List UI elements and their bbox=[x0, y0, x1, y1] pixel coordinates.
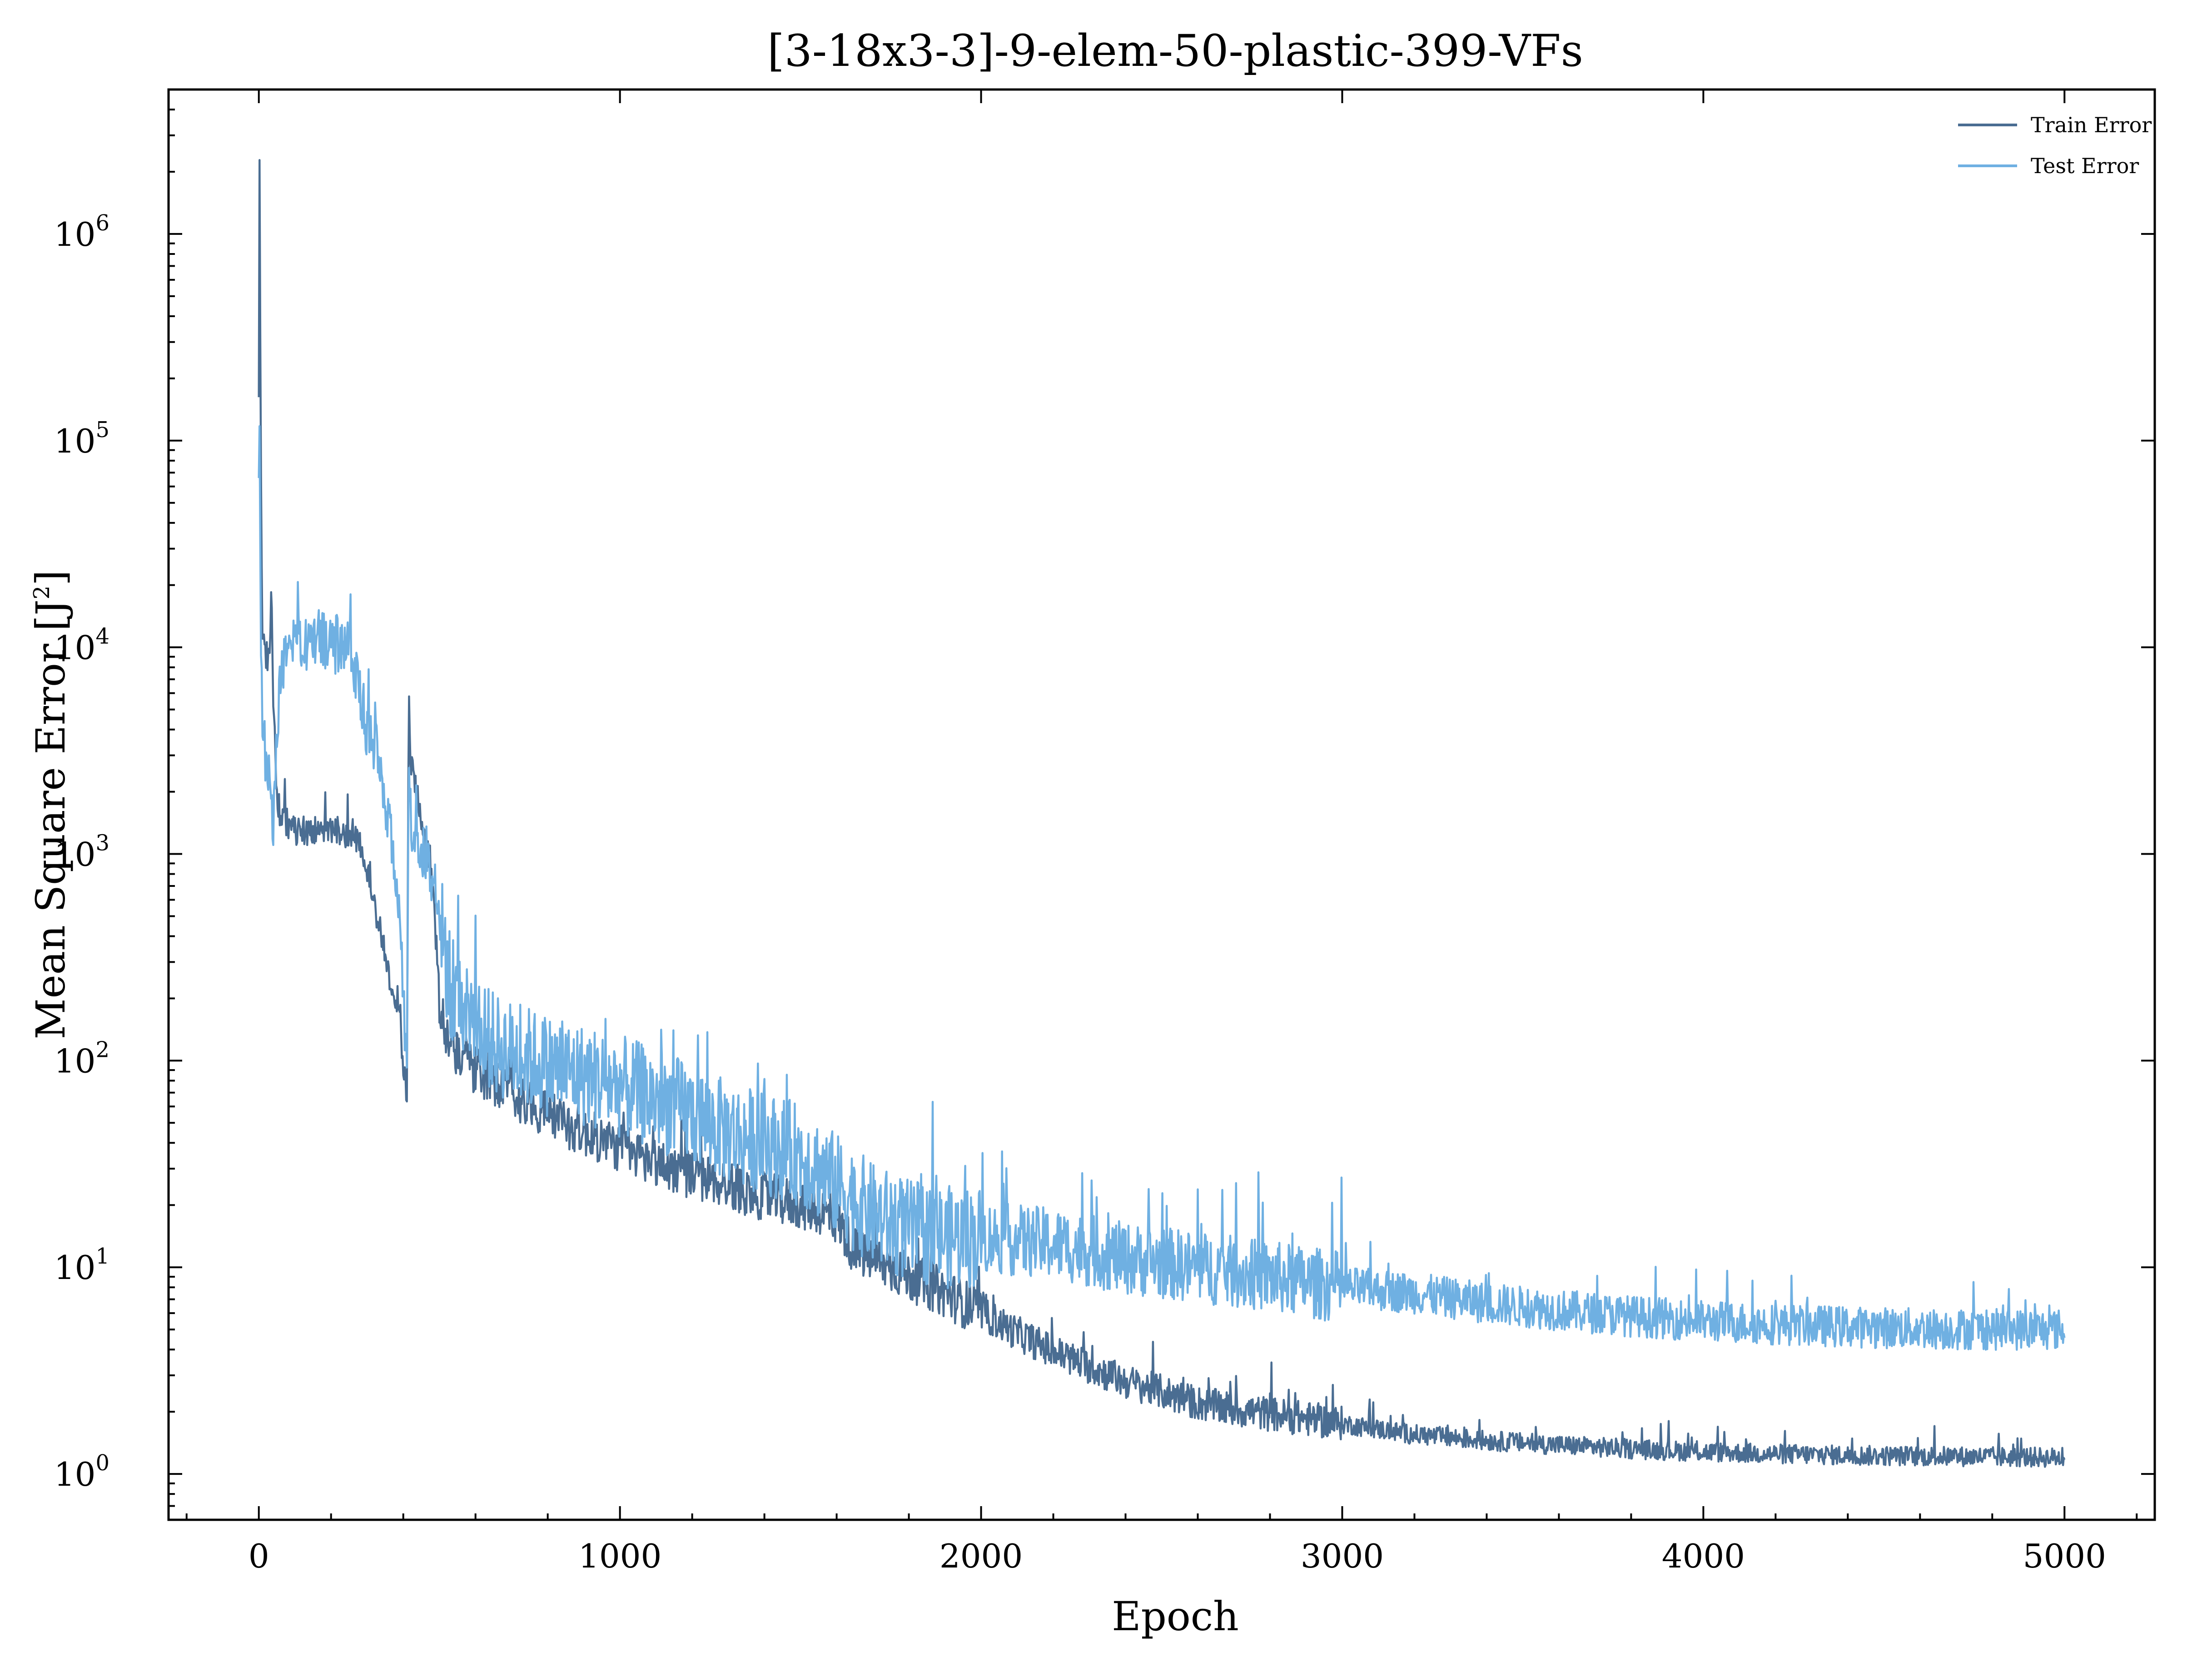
chart-title: [3-18x3-3]-9-elem-50-plastic-399-VFs bbox=[767, 25, 1583, 76]
x-tick-label: 5000 bbox=[2023, 1537, 2106, 1575]
y-axis: 100 101 102 103 104 105 106 bbox=[54, 89, 2155, 1521]
series-line-test-error bbox=[258, 425, 2066, 1351]
y-tick-label: 100 bbox=[54, 1450, 109, 1493]
series-line-train-error bbox=[258, 159, 2066, 1468]
y-axis-label-bracket: ] bbox=[27, 570, 74, 585]
x-tick-label: 4000 bbox=[1662, 1537, 1745, 1575]
y-tick-label: 103 bbox=[54, 831, 109, 874]
plot-frame bbox=[167, 88, 2156, 1521]
y-axis-label-superscript: 2 bbox=[29, 586, 55, 600]
y-tick-label: 104 bbox=[54, 624, 109, 667]
x-axis: 0 1000 2000 3000 4000 5000 bbox=[185, 90, 2138, 1575]
y-tick-label: 106 bbox=[54, 210, 109, 254]
x-tick-label: 1000 bbox=[578, 1537, 661, 1575]
x-axis-label: Epoch bbox=[1112, 1593, 1239, 1640]
x-tick-label: 3000 bbox=[1301, 1537, 1384, 1575]
legend-label: Train Error bbox=[2031, 113, 2152, 137]
y-tick-label: 101 bbox=[54, 1244, 109, 1287]
y-axis-label: Mean Square Error [J2] bbox=[27, 570, 74, 1039]
y-tick-label: 102 bbox=[54, 1037, 109, 1080]
legend-label: Test Error bbox=[2031, 154, 2139, 178]
legend: Train Error Test Error bbox=[1958, 113, 2152, 178]
series-layer bbox=[258, 159, 2066, 1468]
x-tick-label: 0 bbox=[249, 1537, 269, 1575]
y-tick-label: 105 bbox=[54, 417, 109, 460]
x-tick-label: 2000 bbox=[939, 1537, 1023, 1575]
y-axis-label-text: Mean Square Error [J bbox=[27, 599, 74, 1039]
